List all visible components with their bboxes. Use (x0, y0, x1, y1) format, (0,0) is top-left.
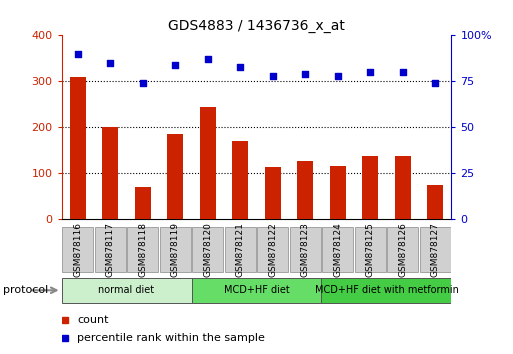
Text: GSM878125: GSM878125 (366, 222, 374, 277)
FancyBboxPatch shape (191, 278, 322, 303)
Text: MCD+HF diet: MCD+HF diet (224, 285, 289, 295)
Point (399, 69, 407, 75)
Bar (232, 141, 248, 219)
Bar (70, 77, 86, 219)
Text: GSM878121: GSM878121 (236, 222, 245, 277)
Text: GSM878119: GSM878119 (171, 222, 180, 277)
FancyBboxPatch shape (322, 228, 353, 272)
Bar (167, 134, 183, 219)
Bar (200, 107, 216, 219)
FancyBboxPatch shape (95, 228, 126, 272)
Text: MCD+HF diet with metformin: MCD+HF diet with metformin (314, 285, 459, 295)
Text: GSM878118: GSM878118 (139, 222, 147, 277)
Bar (427, 185, 443, 219)
Point (431, 80, 439, 86)
Point (301, 71, 309, 77)
Text: GSM878120: GSM878120 (203, 222, 212, 277)
FancyBboxPatch shape (420, 228, 451, 272)
Text: protocol: protocol (3, 285, 48, 295)
Text: GSM878126: GSM878126 (398, 222, 407, 277)
FancyBboxPatch shape (257, 228, 288, 272)
Text: percentile rank within the sample: percentile rank within the sample (77, 333, 265, 343)
Point (106, 60, 114, 66)
FancyBboxPatch shape (354, 228, 386, 272)
FancyBboxPatch shape (192, 228, 223, 272)
Point (74, 51, 82, 57)
Bar (329, 166, 346, 219)
Point (366, 69, 374, 75)
FancyBboxPatch shape (290, 228, 321, 272)
FancyBboxPatch shape (322, 278, 451, 303)
Bar (362, 156, 378, 219)
Point (333, 73, 342, 79)
Point (171, 62, 180, 68)
FancyBboxPatch shape (387, 228, 418, 272)
FancyBboxPatch shape (225, 228, 256, 272)
FancyBboxPatch shape (127, 228, 159, 272)
Point (139, 80, 147, 86)
FancyBboxPatch shape (160, 228, 191, 272)
Title: GDS4883 / 1436736_x_at: GDS4883 / 1436736_x_at (168, 19, 345, 33)
Bar (265, 166, 281, 219)
Text: GSM878123: GSM878123 (301, 222, 310, 277)
Bar (134, 187, 151, 219)
Point (236, 64, 244, 69)
Text: GSM878122: GSM878122 (268, 222, 277, 277)
Text: normal diet: normal diet (98, 285, 154, 295)
Bar (297, 161, 313, 219)
Text: count: count (77, 315, 109, 325)
Text: GSM878124: GSM878124 (333, 222, 342, 277)
FancyBboxPatch shape (62, 278, 191, 303)
Text: GSM878117: GSM878117 (106, 222, 115, 277)
Text: GSM878116: GSM878116 (73, 222, 82, 277)
Bar (102, 127, 119, 219)
Point (204, 57, 212, 62)
Bar (394, 156, 411, 219)
FancyBboxPatch shape (62, 228, 93, 272)
Point (269, 73, 277, 79)
Text: GSM878127: GSM878127 (431, 222, 440, 277)
